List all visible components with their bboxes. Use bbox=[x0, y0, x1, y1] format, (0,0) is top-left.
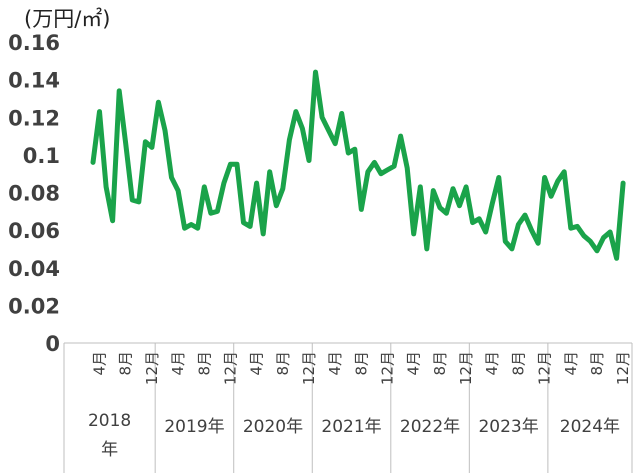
x-tick-label: 12月 bbox=[143, 351, 161, 385]
x-tick-label: 4月 bbox=[326, 351, 344, 376]
x-tick-label: 4月 bbox=[405, 351, 423, 376]
x-tick-label: 8月 bbox=[274, 351, 292, 376]
year-label: 2021年 bbox=[321, 417, 381, 437]
plot-area bbox=[90, 69, 626, 261]
x-tick-label: 8月 bbox=[431, 351, 449, 376]
x-tick-label: 4月 bbox=[169, 351, 187, 376]
year-label: 2018 bbox=[88, 411, 131, 431]
series-line bbox=[90, 69, 626, 261]
x-tick-label: 8月 bbox=[588, 351, 606, 376]
y-tick-label: 0.02 bbox=[8, 294, 60, 318]
y-tick-label: 0.14 bbox=[8, 69, 60, 93]
y-tick-label: 0.06 bbox=[8, 219, 60, 243]
y-tick-label: 0.04 bbox=[8, 257, 60, 281]
y-tick-label: 0 bbox=[45, 332, 60, 356]
x-tick-label: 8月 bbox=[195, 351, 213, 376]
year-label: 2019年 bbox=[164, 417, 224, 437]
x-tick-label: 4月 bbox=[91, 351, 109, 376]
x-tick-label: 8月 bbox=[352, 351, 370, 376]
y-axis-unit-label: (万円/㎡) bbox=[24, 7, 110, 31]
x-tick-label: 4月 bbox=[483, 351, 501, 376]
year-label: 2023年 bbox=[478, 417, 538, 437]
year-label: 2024年 bbox=[560, 417, 620, 437]
y-tick-label: 0.08 bbox=[8, 182, 60, 206]
x-tick-label: 12月 bbox=[221, 351, 239, 385]
year-label: 年 bbox=[101, 440, 118, 460]
x-tick-label: 8月 bbox=[117, 351, 135, 376]
x-tick-label: 12月 bbox=[300, 351, 318, 385]
y-tick-label: 0.1 bbox=[23, 144, 60, 168]
y-tick-label: 0.12 bbox=[8, 106, 60, 130]
x-tick-label: 4月 bbox=[248, 351, 266, 376]
x-tick-label: 12月 bbox=[457, 351, 475, 385]
x-tick-label: 12月 bbox=[536, 351, 554, 385]
x-tick-label: 8月 bbox=[509, 351, 527, 376]
year-label: 2020年 bbox=[243, 417, 303, 437]
year-label: 2022年 bbox=[400, 417, 460, 437]
x-tick-label: 12月 bbox=[614, 351, 632, 385]
y-tick-label: 0.16 bbox=[8, 31, 60, 55]
x-tick-label: 4月 bbox=[562, 351, 580, 376]
y-axis-ticks: 0 0.02 0.04 0.06 0.08 0.1 0.12 0.14 0.16 bbox=[8, 31, 60, 356]
x-tick-label: 12月 bbox=[379, 351, 397, 385]
x-axis: 2018 年 2019年 2020年 2021年 2022年 2023年 2024年 4月 8月 1… bbox=[63, 342, 633, 473]
